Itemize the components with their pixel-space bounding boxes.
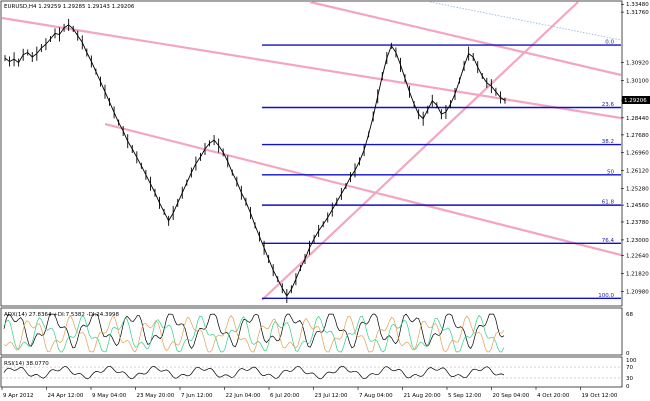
time-tick-label: 23 Jul 12:00	[315, 393, 348, 399]
rsi-tick-0: 0	[626, 384, 630, 390]
dotted-trend-line	[429, 1, 622, 41]
adx-lines	[3, 313, 505, 353]
price-tick-label: 1.21820	[626, 272, 649, 278]
rsi-tick-70: 70	[626, 365, 633, 371]
time-tick-label: 22 Jun 04:00	[226, 393, 261, 399]
fib-level-label: 50	[607, 169, 614, 175]
time-tick-label: 7 Aug 04:00	[359, 393, 393, 399]
price-tick-label: 1.20980	[626, 290, 649, 296]
adx-series-line	[3, 314, 505, 353]
time-tick-label: 4 Oct 20:00	[537, 393, 570, 399]
adx-pane	[0, 307, 623, 356]
channel-line	[309, 0, 622, 77]
time-tick-label: 19 Oct 12:00	[582, 393, 618, 399]
time-tick-label: 7 Jun 12:00	[181, 393, 213, 399]
time-tick-label: 20 Sep 04:00	[493, 393, 530, 399]
price-tick-label: 1.25280	[626, 186, 649, 192]
main-title: EURUSD,H4 1.29259 1.29285 1.29143 1.2920…	[4, 4, 135, 10]
channel-line	[104, 122, 622, 257]
fib-level-label: 61.8	[602, 200, 615, 206]
current-price-box	[622, 96, 650, 104]
time-axis: 9 Apr 2012 24 Apr 12:00 9 May 04:00 23 May …	[1, 387, 618, 399]
channel-line	[1, 16, 622, 120]
adx-tick-bottom: 0	[626, 351, 630, 357]
rsi-tick-30: 30	[626, 376, 633, 382]
fib-level-label: 76.4	[602, 238, 615, 244]
adx-series-line	[3, 314, 505, 353]
adx-title: ADX(14) 27.8364 +DI:7.5382 -DI:24.3998	[4, 312, 120, 318]
price-axis: 1.33480 1.31760 1.30920 1.30100 1.29206 1.284…	[621, 2, 649, 296]
main-pane	[0, 0, 623, 307]
channel-line-rising	[261, 1, 579, 301]
price-tick-label: 1.31760	[626, 10, 649, 16]
price-tick-label: 1.28440	[626, 116, 649, 122]
rsi-tick-100: 100	[626, 358, 637, 364]
rsi-title: RSI(14) 38.0770	[4, 361, 49, 367]
price-tick-label: 1.22640	[626, 254, 649, 260]
time-tick-label: 9 Apr 2012	[3, 393, 34, 399]
fib-level-label: 38.2	[602, 139, 614, 145]
fibonacci-levels: 0.0 23.6 38.2 50 61.8 76.4 100.0	[262, 40, 621, 299]
price-tick-label: 1.27680	[626, 133, 649, 139]
price-series	[4, 18, 506, 304]
channel-lines	[1, 0, 622, 301]
price-tick-label: 1.24560	[626, 203, 649, 209]
fib-level-label: 100.0	[598, 293, 614, 299]
adx-tick-top: 68	[626, 312, 633, 318]
time-tick-label: 9 May 04:00	[92, 393, 127, 399]
time-tick-label: 6 Jul 20:00	[270, 393, 300, 399]
fib-level-label: 23.6	[602, 102, 615, 108]
time-tick-label: 23 May 20:00	[137, 393, 175, 399]
time-tick-label: 24 Apr 12:00	[48, 393, 84, 399]
price-tick-label: 1.33480	[626, 2, 649, 8]
current-price-label: 1.29206	[624, 98, 647, 104]
price-tick-label: 1.30100	[626, 79, 649, 85]
fib-level-label: 0.0	[605, 40, 614, 46]
price-tick-label: 1.26960	[626, 150, 649, 156]
rsi-pane	[0, 356, 623, 388]
price-tick-label: 1.23000	[626, 238, 649, 244]
time-tick-label: 21 Aug 20:00	[404, 393, 442, 399]
rsi-line	[2, 365, 621, 380]
price-tick-label: 1.30920	[626, 61, 649, 67]
price-tick-label: 1.26120	[626, 168, 649, 174]
time-tick-label: 5 Sep 12:00	[448, 393, 482, 399]
rsi-line-path	[3, 365, 505, 380]
price-tick-label: 1.23780	[626, 220, 649, 226]
